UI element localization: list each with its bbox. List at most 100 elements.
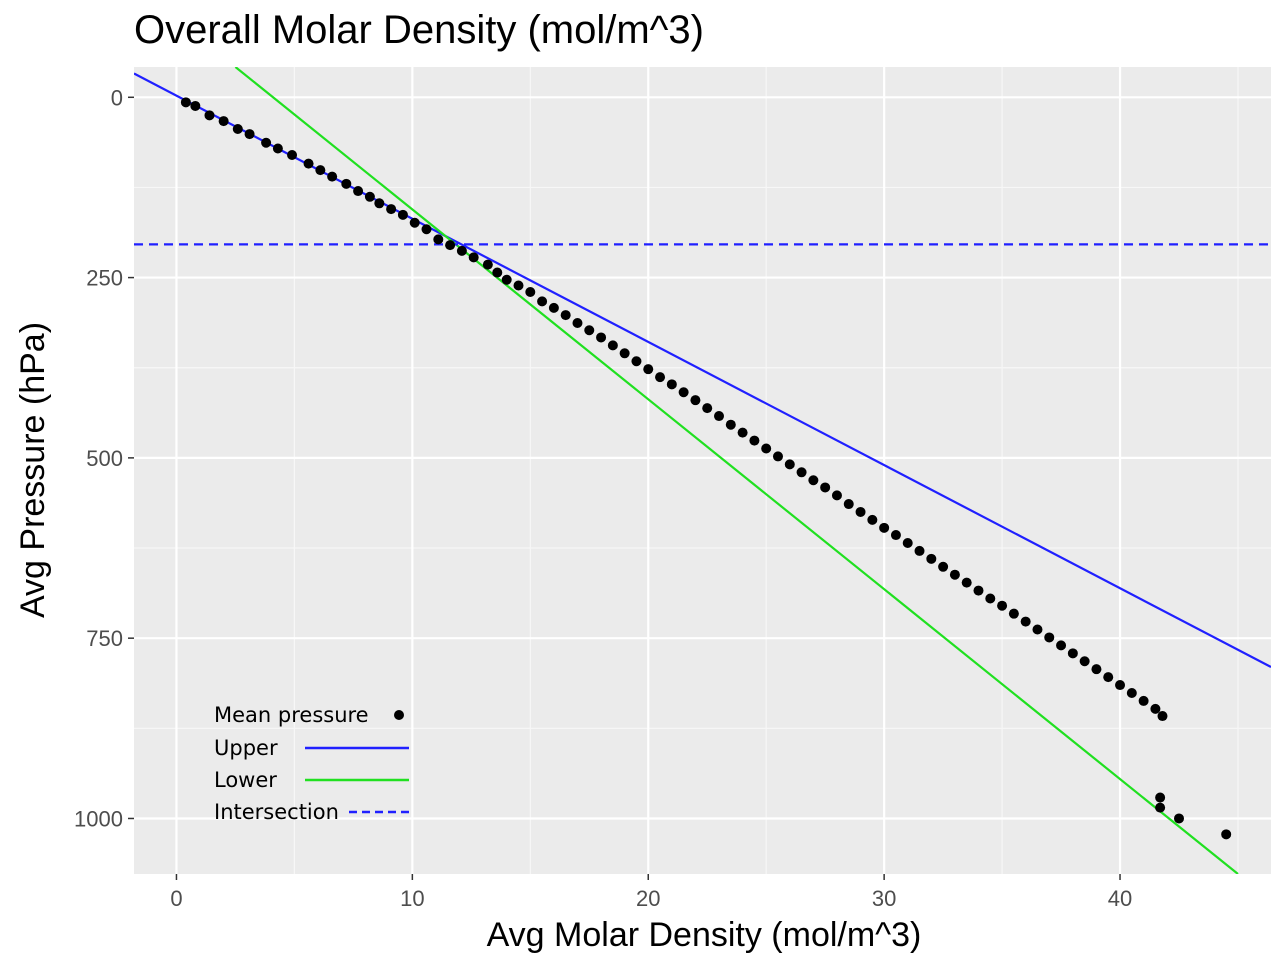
data-point [843, 499, 854, 510]
data-point [1044, 632, 1055, 643]
data-point [1155, 792, 1166, 803]
data-point [1020, 616, 1031, 627]
data-point [820, 482, 831, 493]
x-axis: 0 10 20 30 40 [170, 874, 1132, 911]
data-point [796, 467, 807, 478]
data-point [303, 158, 314, 169]
y-tick-label: 0 [111, 85, 123, 110]
data-point [190, 100, 201, 111]
data-point [327, 171, 338, 182]
data-point [482, 259, 493, 270]
data-point [218, 116, 229, 127]
data-point [374, 198, 385, 209]
data-point [772, 451, 783, 462]
data-point [180, 97, 191, 108]
data-point [678, 387, 689, 398]
y-tick-label: 1000 [74, 806, 123, 831]
data-point [867, 514, 878, 525]
y-axis: 0 250 500 750 1000 [74, 85, 134, 831]
data-point [445, 240, 456, 251]
data-point [902, 537, 913, 548]
data-point [537, 296, 548, 307]
legend: Mean pressure Upper Lower Intersection [214, 703, 409, 824]
data-point [655, 372, 666, 383]
data-point [513, 280, 524, 291]
data-point [468, 252, 479, 263]
legend-label: Mean pressure [214, 703, 369, 727]
data-point [560, 310, 571, 321]
data-point [1079, 656, 1090, 667]
data-point [341, 178, 352, 189]
data-point [1174, 813, 1185, 824]
data-point [702, 403, 713, 414]
data-point [584, 325, 595, 336]
data-point [1032, 624, 1043, 635]
y-tick-label: 250 [86, 266, 123, 291]
data-point [1067, 648, 1078, 659]
data-point [1150, 703, 1161, 714]
data-point [364, 191, 375, 202]
data-point [353, 186, 364, 197]
grid-minor [134, 67, 1271, 874]
x-tick-label: 40 [1108, 886, 1132, 911]
data-point [879, 522, 890, 533]
data-point [784, 459, 795, 470]
data-point [232, 124, 243, 135]
data-point [596, 332, 607, 343]
data-point [914, 545, 925, 556]
x-tick-label: 20 [636, 886, 660, 911]
data-point [204, 110, 215, 121]
data-point [690, 395, 701, 406]
data-point [938, 561, 949, 572]
data-point [714, 411, 725, 422]
data-point [725, 419, 736, 430]
data-point [855, 506, 866, 517]
data-point [1157, 711, 1168, 722]
data-point [548, 302, 559, 313]
data-point [985, 593, 996, 604]
x-tick-label: 30 [872, 886, 896, 911]
data-point [737, 427, 748, 438]
data-point [749, 435, 760, 446]
data-point [961, 577, 972, 588]
data-point [492, 267, 503, 278]
y-tick-label: 500 [86, 446, 123, 471]
data-layer [134, 67, 1271, 874]
data-point [315, 165, 326, 176]
data-point [456, 245, 467, 256]
data-point [572, 318, 583, 329]
data-point [1056, 640, 1067, 651]
data-point [761, 443, 772, 454]
data-point [607, 340, 618, 351]
legend-label: Upper [214, 736, 278, 760]
legend-label: Lower [214, 768, 277, 792]
data-point [261, 137, 272, 148]
data-point [287, 149, 298, 160]
data-point [501, 274, 512, 285]
x-tick-label: 10 [400, 886, 424, 911]
data-point [525, 287, 536, 298]
data-point [973, 585, 984, 596]
y-axis-title: Avg Pressure (hPa) [14, 322, 52, 618]
chart-title: Overall Molar Density (mol/m^3) [134, 8, 704, 52]
legend-label: Intersection [214, 800, 339, 824]
data-point [1221, 829, 1232, 840]
data-point [386, 204, 397, 215]
plot-panel [134, 67, 1271, 874]
data-point [808, 475, 819, 486]
data-point [890, 530, 901, 541]
series-lower-line [234, 67, 1239, 874]
data-point [619, 348, 630, 359]
data-point [409, 217, 420, 228]
data-point [1126, 687, 1137, 698]
data-point [1115, 680, 1126, 691]
data-point [831, 490, 842, 501]
data-point [272, 143, 283, 154]
data-point [1091, 664, 1102, 675]
data-point [1008, 608, 1019, 619]
grid-major [134, 67, 1271, 874]
x-axis-title: Avg Molar Density (mol/m^3) [487, 916, 922, 954]
data-point [666, 379, 677, 390]
data-point [643, 364, 654, 375]
